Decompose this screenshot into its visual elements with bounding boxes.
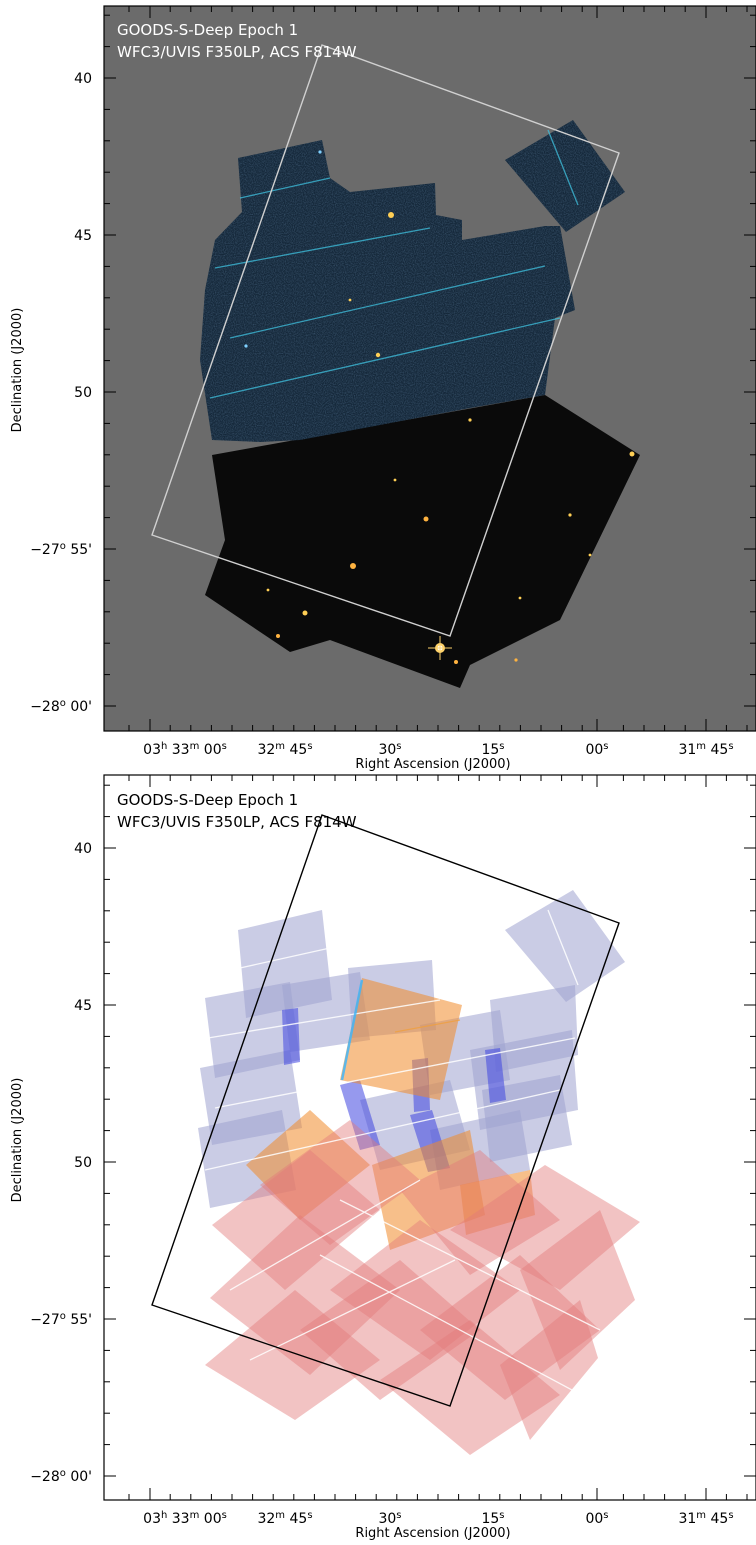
x-tick-label: 31m 45s: [678, 1510, 733, 1528]
x-tick-label: 30s: [378, 741, 401, 759]
x-tick-label: 00s: [585, 741, 608, 759]
x-tick-label: 31m 45s: [678, 741, 733, 759]
x-tick-label: 15s: [481, 741, 504, 759]
cyan-streak: [340, 979, 364, 1081]
bottom-x-axis-label: Right Ascension (J2000): [355, 1526, 510, 1541]
top-y-axis-label: Declination (J2000): [10, 308, 25, 433]
bottom-tile-map: [151, 814, 640, 1455]
acs-tiles: [205, 1120, 640, 1455]
top-x-tick-labels: 03h 33m 00s 32m 45s 30s 15s 00s 31m 45s: [143, 741, 733, 759]
bottom-y-axis-label: Declination (J2000): [10, 1078, 25, 1203]
y-tick-label: 45: [74, 998, 92, 1014]
bottom-panel: GOODS-S-Deep Epoch 1 WFC3/UVIS F350LP, A…: [10, 774, 756, 1541]
orange-seam: [394, 1019, 461, 1033]
detector-streaks: [209, 129, 579, 399]
bottom-tick-marks: [104, 775, 756, 1500]
top-footprint-outline: [151, 44, 620, 637]
x-tick-label: 30s: [378, 1510, 401, 1528]
top-panel: GOODS-S-Deep Epoch 1 WFC3/UVIS F350LP, A…: [10, 5, 756, 772]
top-tick-marks: [104, 6, 756, 731]
x-tick-label: 15s: [481, 1510, 504, 1528]
y-tick-label: −27o 55': [30, 1311, 92, 1329]
orange-tiles: [246, 978, 535, 1250]
bottom-title-line2: WFC3/UVIS F350LP, ACS F814W: [117, 813, 357, 831]
y-tick-label: 40: [74, 841, 92, 857]
y-tick-label: −28o 00': [30, 1468, 92, 1486]
top-y-tick-labels: 40 45 50 −27o 55' −28o 00': [30, 71, 92, 715]
y-tick-label: 40: [74, 71, 92, 87]
x-tick-label: 32m 45s: [257, 741, 312, 759]
y-tick-label: −27o 55': [30, 541, 92, 559]
top-title-line1: GOODS-S-Deep Epoch 1: [117, 21, 298, 39]
y-tick-label: −28o 00': [30, 698, 92, 716]
top-x-axis-label: Right Ascension (J2000): [355, 757, 510, 772]
y-tick-label: 50: [74, 1155, 92, 1171]
bottom-title-line1: GOODS-S-Deep Epoch 1: [117, 791, 298, 809]
bottom-footprint-outline: [151, 814, 620, 1407]
bottom-plot-frame: [103, 774, 756, 1501]
top-title-line2: WFC3/UVIS F350LP, ACS F814W: [117, 43, 357, 61]
x-tick-label: 03h 33m 00s: [143, 1510, 227, 1528]
bright-sources: [244, 150, 635, 664]
x-tick-label: 32m 45s: [257, 1510, 312, 1528]
top-plot-frame: [103, 5, 756, 732]
y-tick-label: 50: [74, 385, 92, 401]
y-tick-label: 45: [74, 228, 92, 244]
image-grain: [200, 120, 625, 442]
x-tick-label: 00s: [585, 1510, 608, 1528]
top-image-mosaic: [151, 44, 640, 688]
tile-seams: [204, 909, 601, 1406]
acs-dark-region: [205, 395, 640, 688]
bottom-x-tick-labels: 03h 33m 00s 32m 45s 30s 15s 00s 31m 45s: [143, 1510, 733, 1528]
x-tick-label: 03h 33m 00s: [143, 741, 227, 759]
bottom-y-tick-labels: 40 45 50 −27o 55' −28o 00': [30, 841, 92, 1485]
